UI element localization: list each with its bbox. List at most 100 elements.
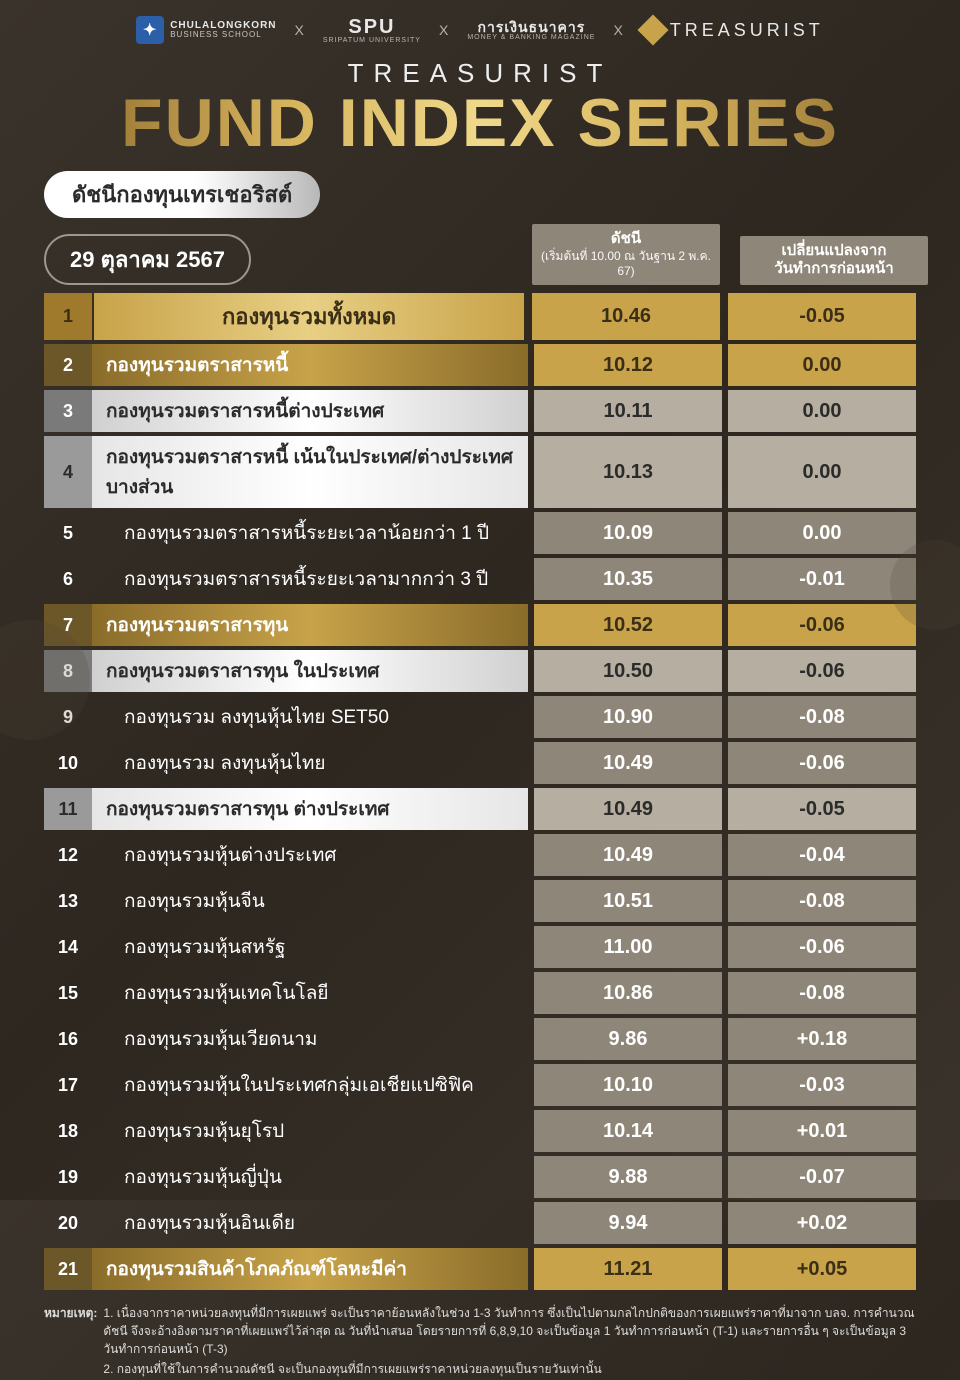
table-row: 9กองทุนรวม ลงทุนหุ้นไทย SET5010.90-0.08: [44, 696, 916, 738]
change-value: -0.07: [728, 1156, 916, 1198]
index-value: 10.49: [534, 788, 722, 830]
fund-name: กองทุนรวมหุ้นจีน: [92, 880, 528, 922]
row-number: 10: [44, 742, 92, 784]
footnote-item: 2. กองทุนที่ใช้ในการคำนวณดัชนี จะเป็นกอง…: [103, 1360, 916, 1378]
separator-x: X: [295, 22, 305, 38]
partner-cbs: ✦ CHULALONGKORN BUSINESS SCHOOL: [136, 16, 276, 44]
table-row: 11กองทุนรวมตราสารทุน ต่างประเทศ10.49-0.0…: [44, 788, 916, 830]
table-row: 12กองทุนรวมหุ้นต่างประเทศ10.49-0.04: [44, 834, 916, 876]
col-header-change: เปลี่ยนแปลงจาก วันทำการก่อนหน้า: [740, 236, 928, 286]
change-value: +0.01: [728, 1110, 916, 1152]
change-value: -0.06: [728, 604, 916, 646]
row-number: 14: [44, 926, 92, 968]
table-row: 2กองทุนรวมตราสารหนี้10.120.00: [44, 344, 916, 386]
index-value: 10.46: [532, 293, 720, 340]
change-value: -0.08: [728, 972, 916, 1014]
change-value: -0.03: [728, 1064, 916, 1106]
index-value: 10.90: [534, 696, 722, 738]
index-value: 10.49: [534, 742, 722, 784]
fund-name: กองทุนรวมหุ้นยุโรป: [92, 1110, 528, 1152]
row-number: 11: [44, 788, 92, 830]
fund-name: กองทุนรวมหุ้นอินเดีย: [92, 1202, 528, 1244]
fund-name: กองทุนรวมตราสารหนี้ระยะเวลามากกว่า 3 ปี: [92, 558, 528, 600]
partner-mb: การเงินธนาคาร MONEY & BANKING MAGAZINE: [467, 20, 595, 41]
table-row: 21กองทุนรวมสินค้าโภคภัณฑ์โลหะมีค่า11.21+…: [44, 1248, 916, 1290]
title-main: FUND INDEX SERIES: [0, 89, 960, 157]
table-row: 14กองทุนรวมหุ้นสหรัฐ11.00-0.06: [44, 926, 916, 968]
table-row: 10กองทุนรวม ลงทุนหุ้นไทย10.49-0.06: [44, 742, 916, 784]
footnote-label: หมายเหตุ:: [44, 1304, 97, 1380]
col-change-l1: เปลี่ยนแปลงจาก: [746, 242, 922, 261]
fund-name: กองทุนรวม ลงทุนหุ้นไทย: [92, 742, 528, 784]
cbs-sub: BUSINESS SCHOOL: [170, 31, 276, 39]
fund-name: กองทุนรวมหุ้นต่างประเทศ: [92, 834, 528, 876]
col-index-title: ดัชนี: [538, 230, 714, 249]
change-value: -0.05: [728, 293, 916, 340]
table-row: 15กองทุนรวมหุ้นเทคโนโลยี10.86-0.08: [44, 972, 916, 1014]
separator-x: X: [439, 22, 449, 38]
change-value: +0.18: [728, 1018, 916, 1060]
footnote-list: 1. เนื่องจากราคาหน่วยลงทุนที่มีการเผยแพร…: [103, 1304, 916, 1380]
table-row: 13กองทุนรวมหุ้นจีน10.51-0.08: [44, 880, 916, 922]
row-number: 4: [44, 436, 92, 508]
index-value: 10.14: [534, 1110, 722, 1152]
table-row: 19กองทุนรวมหุ้นญี่ปุ่น9.88-0.07: [44, 1156, 916, 1198]
footnote-item: 1. เนื่องจากราคาหน่วยลงทุนที่มีการเผยแพร…: [103, 1304, 916, 1358]
index-value: 10.10: [534, 1064, 722, 1106]
index-value: 10.50: [534, 650, 722, 692]
table-row: 20กองทุนรวมหุ้นอินเดีย9.94+0.02: [44, 1202, 916, 1244]
index-value: 10.51: [534, 880, 722, 922]
table-row: 18กองทุนรวมหุ้นยุโรป10.14+0.01: [44, 1110, 916, 1152]
change-value: -0.08: [728, 696, 916, 738]
col-index-sub: (เริ่มต้นที่ 10.00 ณ วันฐาน 2 พ.ค. 67): [538, 249, 714, 279]
index-value: 10.11: [534, 390, 722, 432]
spu-sub: SRIPATUM UNIVERSITY: [323, 37, 421, 44]
change-value: 0.00: [728, 344, 916, 386]
fund-name: กองทุนรวมหุ้นในประเทศกลุ่มเอเชียแปซิฟิค: [92, 1064, 528, 1106]
fund-name: กองทุนรวม ลงทุนหุ้นไทย SET50: [92, 696, 528, 738]
row-number: 6: [44, 558, 92, 600]
fund-name: กองทุนรวมตราสารทุน: [92, 604, 528, 646]
row-number: 17: [44, 1064, 92, 1106]
index-value: 9.86: [534, 1018, 722, 1060]
change-value: -0.06: [728, 650, 916, 692]
fund-name: กองทุนรวมตราสารหนี้ระยะเวลาน้อยกว่า 1 ปี: [92, 512, 528, 554]
date-pill: 29 ตุลาคม 2567: [44, 234, 251, 285]
change-value: 0.00: [728, 512, 916, 554]
index-value: 9.94: [534, 1202, 722, 1244]
table-row: 6กองทุนรวมตราสารหนี้ระยะเวลามากกว่า 3 ปี…: [44, 558, 916, 600]
table-row: 17กองทุนรวมหุ้นในประเทศกลุ่มเอเชียแปซิฟิ…: [44, 1064, 916, 1106]
change-value: -0.06: [728, 926, 916, 968]
row-number: 5: [44, 512, 92, 554]
fund-name: กองทุนรวมตราสารหนี้ เน้นในประเทศ/ต่างประ…: [92, 436, 528, 508]
fund-name: กองทุนรวมทั้งหมด: [94, 293, 524, 340]
fund-name: กองทุนรวมตราสารหนี้: [92, 344, 528, 386]
col-header-index: ดัชนี (เริ่มต้นที่ 10.00 ณ วันฐาน 2 พ.ค.…: [532, 224, 720, 285]
table-row: 8กองทุนรวมตราสารทุน ในประเทศ10.50-0.06: [44, 650, 916, 692]
partner-treasurist: TREASURIST: [642, 19, 824, 41]
table-row: 4กองทุนรวมตราสารหนี้ เน้นในประเทศ/ต่างปร…: [44, 436, 916, 508]
index-value: 10.09: [534, 512, 722, 554]
table-row: 16กองทุนรวมหุ้นเวียดนาม9.86+0.18: [44, 1018, 916, 1060]
table-row: 3กองทุนรวมตราสารหนี้ต่างประเทศ10.110.00: [44, 390, 916, 432]
subtitle-pill: ดัชนีกองทุนเทรเชอริสต์: [44, 171, 320, 218]
change-value: -0.06: [728, 742, 916, 784]
row-number: 20: [44, 1202, 92, 1244]
index-value: 10.86: [534, 972, 722, 1014]
change-value: 0.00: [728, 436, 916, 508]
row-number: 12: [44, 834, 92, 876]
table-row: 1กองทุนรวมทั้งหมด10.46-0.05: [44, 293, 916, 340]
change-value: +0.05: [728, 1248, 916, 1290]
table-row: 5กองทุนรวมตราสารหนี้ระยะเวลาน้อยกว่า 1 ป…: [44, 512, 916, 554]
fund-name: กองทุนรวมหุ้นสหรัฐ: [92, 926, 528, 968]
row-number: 21: [44, 1248, 92, 1290]
change-value: -0.08: [728, 880, 916, 922]
header-row: ดัชนีกองทุนเทรเชอริสต์ 29 ตุลาคม 2567 ดั…: [0, 171, 960, 285]
fund-name: กองทุนรวมสินค้าโภคภัณฑ์โลหะมีค่า: [92, 1248, 528, 1290]
fund-name: กองทุนรวมหุ้นญี่ปุ่น: [92, 1156, 528, 1198]
row-number: 16: [44, 1018, 92, 1060]
cbs-logo-icon: ✦: [136, 16, 164, 44]
index-value: 10.49: [534, 834, 722, 876]
partner-bar: ✦ CHULALONGKORN BUSINESS SCHOOL X SPU SR…: [0, 0, 960, 52]
index-value: 9.88: [534, 1156, 722, 1198]
